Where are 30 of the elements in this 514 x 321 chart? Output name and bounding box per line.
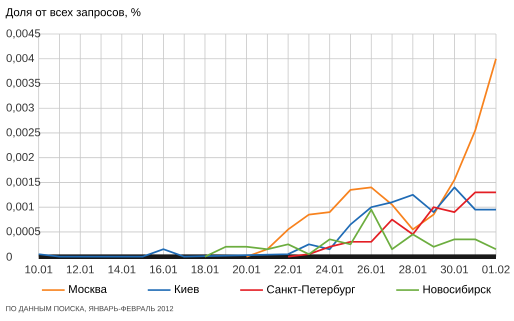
y-axis-title: Доля от всех запросов, % bbox=[6, 8, 140, 18]
x-tick-label: 01.02 bbox=[482, 265, 510, 274]
y-tick-label: 0,0045 bbox=[6, 29, 40, 39]
line-series bbox=[246, 58, 497, 258]
legend-label: Москва bbox=[69, 285, 107, 294]
x-tick-label: 24.01 bbox=[316, 265, 344, 274]
y-tick-label: 0,003 bbox=[6, 104, 34, 113]
y-tick-label: 0,002 bbox=[6, 153, 34, 162]
y-tick-label: 0,004 bbox=[6, 54, 34, 64]
x-tick-label: 28.01 bbox=[399, 265, 426, 274]
x-tick-label: 30.01 bbox=[440, 265, 468, 274]
x-tick-label: 22.01 bbox=[274, 265, 302, 274]
line-series bbox=[287, 191, 497, 258]
legend-label: Киев bbox=[174, 285, 199, 294]
x-tick-label: 10.01 bbox=[25, 265, 52, 274]
y-tick-label: 0,0035 bbox=[6, 78, 40, 88]
x-tick-label: 18.01 bbox=[192, 265, 219, 274]
x-tick-label: 20.01 bbox=[232, 265, 260, 274]
x-tick-label: 12.01 bbox=[66, 265, 94, 274]
x-tick-label: 14.01 bbox=[108, 265, 136, 274]
y-tick-label: 0,0005 bbox=[6, 227, 40, 237]
legend-label: Санкт-Петербург bbox=[267, 284, 356, 296]
line-series bbox=[204, 208, 497, 258]
legend-label: Новосибирск bbox=[423, 284, 492, 296]
x-tick-label: 26.01 bbox=[358, 265, 385, 274]
y-tick-label: 0 bbox=[6, 252, 12, 261]
x-tick-label: 16.01 bbox=[150, 265, 178, 274]
y-tick-label: 0,0015 bbox=[6, 178, 40, 188]
y-tick-label: 0,001 bbox=[6, 202, 34, 212]
y-tick-label: 0,0025 bbox=[6, 128, 40, 138]
